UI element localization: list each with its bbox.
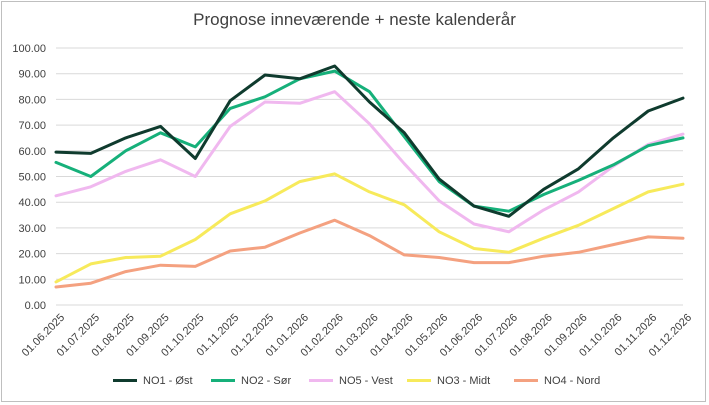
y-tick-label: 90.00 bbox=[18, 69, 46, 81]
legend-label: NO2 - Sør bbox=[241, 375, 292, 387]
x-tick-labels: 01.06.202501.07.202501.08.202501.09.2025… bbox=[20, 312, 694, 359]
legend-label: NO3 - Midt bbox=[437, 375, 491, 387]
series-line-2 bbox=[54, 69, 685, 213]
legend-swatch bbox=[514, 378, 538, 382]
legend-swatch bbox=[407, 378, 431, 382]
y-tick-label: 10.00 bbox=[18, 274, 46, 286]
y-tick-label: 20.00 bbox=[18, 249, 46, 261]
y-tick-label: 60.00 bbox=[18, 146, 46, 158]
y-tick-label: 40.00 bbox=[18, 197, 46, 209]
legend-item: NO4 - Nord bbox=[514, 375, 600, 387]
y-tick-label: 100.00 bbox=[12, 43, 46, 55]
y-tick-label: 30.00 bbox=[18, 223, 46, 235]
series-line-1 bbox=[54, 64, 685, 218]
legend-label: NO4 - Nord bbox=[544, 375, 601, 387]
series-line-3 bbox=[54, 90, 685, 234]
legend-item: NO1 - Øst bbox=[113, 375, 193, 387]
legend-item: NO2 - Sør bbox=[211, 375, 291, 387]
legend-swatch bbox=[113, 378, 137, 382]
legend-item: NO3 - Midt bbox=[407, 375, 490, 387]
y-tick-label: 70.00 bbox=[18, 120, 46, 132]
chart-title: Prognose inneværende + neste kalenderår bbox=[193, 10, 516, 29]
series-lines bbox=[54, 64, 685, 289]
legend: NO1 - Øst NO2 - Sør NO5 - Vest NO3 - Midt NO… bbox=[0, 375, 709, 393]
series-line-5 bbox=[54, 218, 685, 289]
y-tick-label: 0.00 bbox=[25, 300, 46, 312]
y-tick-labels: 0.00 10.00 20.00 30.00 40.00 50.00 60.00 70.00 8… bbox=[12, 43, 46, 312]
legend-label: NO5 - Vest bbox=[339, 375, 393, 387]
y-tick-label: 80.00 bbox=[18, 94, 46, 106]
legend-swatch bbox=[211, 378, 235, 382]
legend-swatch bbox=[309, 378, 333, 382]
legend-label: NO1 - Øst bbox=[143, 375, 193, 387]
legend-item: NO5 - Vest bbox=[309, 375, 393, 387]
series-line-4 bbox=[54, 172, 685, 284]
y-tick-label: 50.00 bbox=[18, 172, 46, 184]
